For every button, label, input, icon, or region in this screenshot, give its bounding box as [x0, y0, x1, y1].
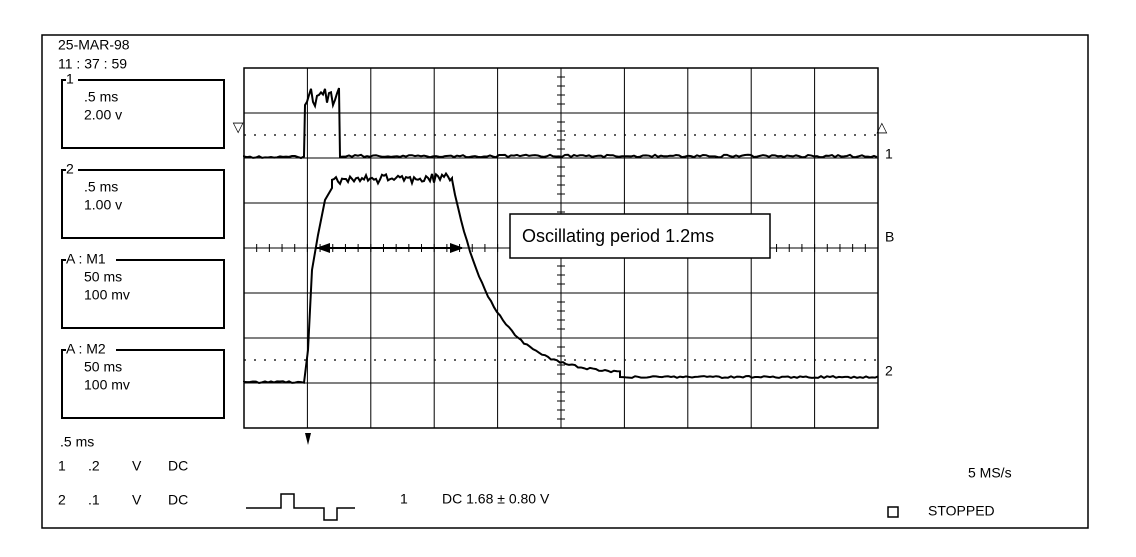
channel-field: 2: [58, 492, 66, 508]
box-line: 100 mv: [84, 377, 130, 393]
sample-rate: 5 MS/s: [968, 465, 1012, 481]
date: 25-MAR-98: [58, 37, 130, 53]
timebase: .5 ms: [60, 434, 94, 450]
channel-box: [61, 259, 225, 329]
trigger-level: DC 1.68 ± 0.80 V: [442, 491, 550, 507]
channel-box: [61, 79, 225, 149]
channel-settings: 1 .2 V DC 2 .1 V DC: [58, 458, 188, 508]
label-bg: [66, 163, 78, 177]
channel-box: [61, 169, 225, 239]
label-bg: [66, 253, 116, 267]
label-bg: [66, 343, 116, 357]
box-line: .5 ms: [84, 89, 118, 105]
channel-field: DC: [168, 458, 188, 474]
status: STOPPED: [928, 503, 995, 519]
marker-b: B: [885, 229, 894, 245]
annotation: Oscillating period 1.2ms: [522, 226, 714, 246]
channel-field: V: [132, 492, 142, 508]
channel-field: .2: [88, 458, 100, 474]
trigger-channel: 1: [400, 491, 408, 507]
box-label: 1: [66, 71, 74, 87]
box-line: 1.00 v: [84, 197, 122, 213]
marker-2: 2: [885, 363, 893, 379]
status-box: [887, 506, 899, 518]
channel-field: 1: [58, 458, 66, 474]
trigger-marker: [305, 433, 311, 445]
channel-field: .1: [88, 492, 100, 508]
ref-arrow: ▷: [873, 122, 889, 133]
trace-2: [243, 171, 879, 385]
box-line: 50 ms: [84, 359, 122, 375]
trigger-icon: [246, 493, 355, 521]
box-label: 2: [66, 161, 74, 177]
box-label: A : M2: [66, 341, 106, 357]
ref-arrow: ▷: [231, 123, 247, 134]
outer-frame: [41, 34, 1089, 529]
trace-1: [243, 87, 878, 160]
box-line: 2.00 v: [84, 107, 122, 123]
box-line: .5 ms: [84, 179, 118, 195]
time: 11 : 37 : 59: [58, 56, 127, 72]
annotation-box: [509, 213, 771, 259]
channel-field: V: [132, 458, 142, 474]
label-bg: [66, 73, 78, 87]
marker-1: 1: [885, 146, 893, 162]
box-line: 100 mv: [84, 287, 130, 303]
channel-field: DC: [168, 492, 188, 508]
channel-box: [61, 349, 225, 419]
box-label: A : M1: [66, 251, 106, 267]
box-line: 50 ms: [84, 269, 122, 285]
